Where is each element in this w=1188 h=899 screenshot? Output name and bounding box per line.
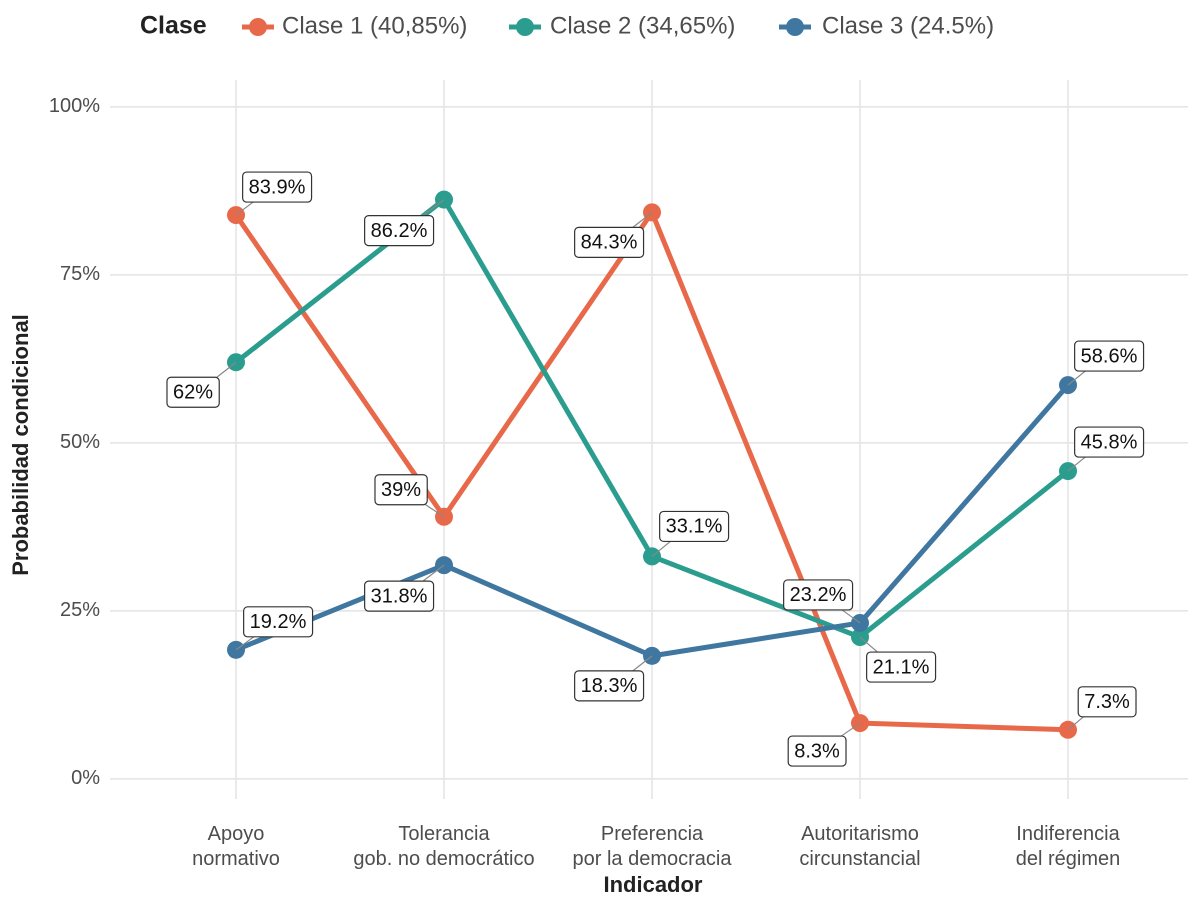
- label-box: [783, 579, 854, 611]
- data-label: 21.1%: [873, 656, 930, 678]
- x-tick-label: Preferencia por la democracia: [572, 823, 732, 870]
- data-label: 45.8%: [1081, 431, 1138, 453]
- data-label: 23.2%: [790, 584, 847, 606]
- label-box: [659, 510, 730, 543]
- label-box: [866, 651, 937, 683]
- data-label: 62%: [173, 382, 213, 404]
- data-label: 84.3%: [581, 232, 638, 254]
- legend-label: Clase 1 (40,85%): [282, 12, 467, 39]
- data-label: 31.8%: [371, 585, 428, 607]
- label-box: [787, 735, 847, 767]
- label-box: [574, 670, 645, 702]
- x-tick-label: Tolerancia gob. no democrático: [353, 823, 535, 870]
- y-axis-title: Probabilidad condicional: [8, 314, 33, 576]
- y-tick-label: 75%: [60, 263, 100, 285]
- data-label: 8.3%: [794, 740, 840, 762]
- y-tick-label: 0%: [71, 767, 100, 789]
- data-label: 39%: [381, 479, 421, 501]
- x-tick-label: Apoyo normativo: [192, 823, 280, 870]
- legend-swatch: [786, 18, 804, 36]
- label-box: [242, 171, 313, 203]
- y-tick-label: 100%: [49, 95, 100, 117]
- data-label: 18.3%: [581, 675, 638, 697]
- data-label: 58.6%: [1081, 345, 1138, 367]
- x-tick-label: Autoritarismo circunstancial: [799, 823, 921, 870]
- data-label: 7.3%: [1084, 691, 1130, 713]
- legend-label: Clase 2 (34,65%): [550, 12, 735, 39]
- x-tick-label: Indiferencia del régimen: [1015, 823, 1121, 870]
- label-box: [364, 580, 435, 612]
- legend-swatch: [249, 18, 267, 36]
- data-label: 19.2%: [250, 611, 307, 633]
- data-label: 33.1%: [666, 516, 723, 538]
- label-box: [374, 474, 428, 506]
- label-box: [1074, 426, 1145, 458]
- label-box: [1077, 686, 1137, 718]
- y-tick-label: 50%: [60, 431, 100, 453]
- legend-swatch: [516, 18, 534, 36]
- label-box: [364, 215, 435, 247]
- y-tick-label: 25%: [60, 599, 100, 621]
- data-label: 86.2%: [371, 220, 428, 242]
- label-box: [574, 226, 645, 258]
- data-label: 83.9%: [249, 176, 306, 198]
- data-labels: 83.9% 39% 84.3% 8.3% 7.3% 62% 86.2% 33.1% 21.1% 4…: [166, 171, 1145, 767]
- legend-label: Clase 3 (24.5%): [822, 12, 994, 39]
- x-axis-title: Indicador: [603, 872, 702, 897]
- label-box: [243, 606, 314, 638]
- label-box: [1074, 340, 1145, 372]
- label-box: [166, 376, 220, 408]
- legend-title: Clase: [140, 12, 207, 40]
